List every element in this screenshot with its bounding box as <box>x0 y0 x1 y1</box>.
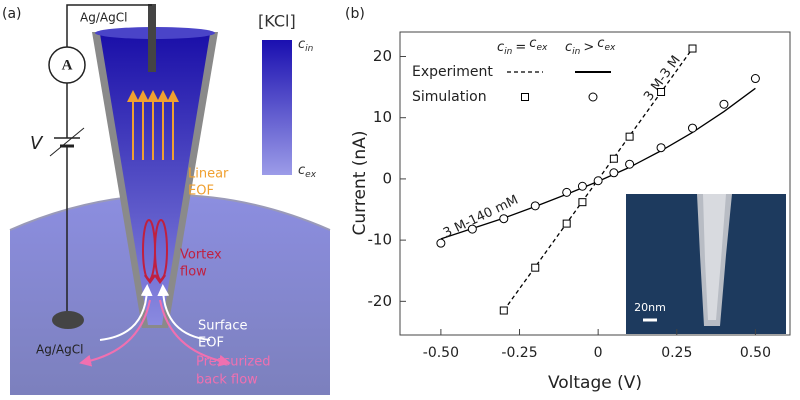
y-tick-label: -20 <box>368 292 393 310</box>
plot-frame <box>399 31 791 336</box>
electrode-label: Ag/AgCl <box>80 11 127 25</box>
electrode-bottom <box>52 311 84 329</box>
data-point <box>656 143 666 153</box>
subscript: in <box>305 44 314 54</box>
legend-text: c <box>597 36 604 51</box>
colorbar-title: [KCl] <box>258 12 296 31</box>
colorbar-top-label: cin <box>298 37 314 54</box>
legend-text: c <box>497 40 504 55</box>
flow-label: flow <box>180 265 207 280</box>
flow-label: EOF <box>188 184 214 199</box>
colorbar <box>262 40 292 175</box>
x-tick-label: -0.50 <box>423 345 459 361</box>
vortex-flow <box>142 219 168 285</box>
legend-swatch <box>588 92 598 102</box>
legend-swatch <box>521 93 529 101</box>
x-tick-label: 0.25 <box>661 345 692 361</box>
x-axis-label: Voltage (V) <box>548 373 642 393</box>
legend-column-header: cin = cex <box>497 36 548 57</box>
legend-text: > <box>583 40 594 55</box>
back-flow-arrows <box>79 299 231 367</box>
data-point <box>562 187 572 197</box>
legend-text: c <box>529 36 536 51</box>
nanopipette-image <box>703 194 726 320</box>
data-point <box>609 168 619 178</box>
legend-column-header: cin > cex <box>565 36 616 57</box>
data-point <box>467 224 477 234</box>
data-point <box>499 306 508 315</box>
flow-label: Pressurized <box>196 355 270 370</box>
legend-text: = <box>515 40 526 55</box>
flow-label: EOF <box>198 336 224 351</box>
legend-text: c <box>565 40 572 55</box>
data-point <box>719 99 729 109</box>
pipette-fill <box>100 34 210 325</box>
flow-label: back flow <box>196 373 258 388</box>
scale-bar-label: 20nm <box>634 301 666 314</box>
electrode-label: Ag/AgCl <box>36 343 83 357</box>
x-tick-label: 0.50 <box>740 345 771 361</box>
legend-text: in <box>504 47 513 57</box>
y-tick-label: -10 <box>368 231 393 249</box>
legend-text: ex <box>604 43 616 53</box>
legend-text: in <box>572 47 581 57</box>
flow-label: Surface <box>198 319 248 334</box>
ammeter-label: A <box>62 57 73 73</box>
flow-label: Linear <box>188 167 229 182</box>
electrode-top <box>148 4 156 72</box>
data-point <box>530 201 540 211</box>
panel-label: (a) <box>2 6 22 22</box>
data-point <box>625 159 635 169</box>
y-tick-label: 0 <box>382 169 392 187</box>
y-tick-label: 20 <box>373 47 392 65</box>
data-point <box>436 238 446 248</box>
symbol: c <box>298 37 305 52</box>
legend-row-label: Simulation <box>412 89 487 105</box>
variable-arrow <box>49 127 85 157</box>
voltage-label: V <box>30 133 44 154</box>
subscript: ex <box>305 170 317 180</box>
annotation: 3 M-3 M <box>641 53 684 104</box>
data-point <box>688 44 697 53</box>
data-point <box>531 263 540 272</box>
y-tick-label: 10 <box>373 108 392 126</box>
data-point <box>688 123 697 133</box>
data-point <box>609 154 618 163</box>
data-point <box>577 181 587 191</box>
surface-eof-arrows <box>99 284 211 341</box>
x-tick-label: 0 <box>594 345 603 361</box>
symbol: c <box>298 163 305 178</box>
inset: 20nm <box>626 194 786 334</box>
y-axis-label: Current (nA) <box>350 131 370 236</box>
data-point <box>593 176 603 186</box>
flow-label: Vortex <box>180 248 222 263</box>
data-point <box>625 132 634 141</box>
panel-label: (b) <box>345 6 365 22</box>
legend-text: ex <box>536 43 548 53</box>
linear-eof-arrows <box>127 90 179 160</box>
data-point <box>657 87 666 96</box>
wire <box>66 4 152 47</box>
legend-row-label: Experiment <box>412 64 493 80</box>
data-point <box>750 74 760 84</box>
schematic: (a) Ag/AgCl A V Ag/AgCl [KCl] cin cex Li… <box>2 4 331 395</box>
data-point <box>578 198 587 207</box>
data-point <box>562 219 571 228</box>
colorbar-bottom-label: cex <box>298 163 317 180</box>
data-point <box>499 214 509 224</box>
x-tick-label: -0.25 <box>501 345 537 361</box>
